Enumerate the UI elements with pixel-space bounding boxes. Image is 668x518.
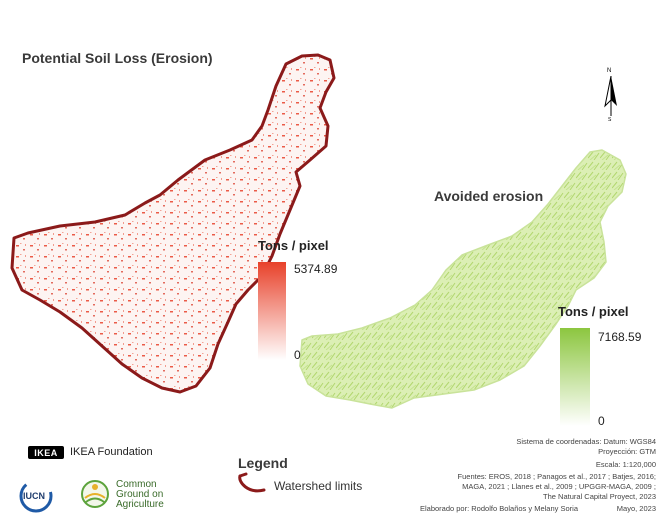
legend-item-label: Watershed limits (274, 479, 363, 493)
sources-line-1: Fuentes: EROS, 2018 ; Panagos et al., 20… (457, 472, 656, 481)
legend-title: Legend (238, 455, 288, 471)
cga-text: Common Ground on Agriculture (116, 480, 164, 510)
ikea-mark: IKEA (34, 447, 58, 458)
right-map-title: Avoided erosion (434, 188, 544, 204)
left-min-value: 0 (294, 348, 301, 362)
left-map-title: Potential Soil Loss (Erosion) (22, 50, 213, 66)
author-text: Elaborado por: Rodolfo Bolaños y Melany … (419, 504, 578, 513)
date-text: Mayo, 2023 (616, 504, 656, 513)
scale-label: Escala: (595, 460, 621, 469)
right-watershed (299, 149, 627, 409)
north-letter: N (607, 68, 612, 74)
cga-line1: Common (116, 479, 157, 490)
north-arrow-icon: N S (603, 68, 619, 126)
cga-line3: Agriculture (116, 499, 164, 510)
right-min-value: 0 (598, 414, 605, 428)
left-max-value: 5374.89 (294, 262, 338, 276)
right-unit-label: Tons / pixel (558, 304, 629, 319)
left-unit-label: Tons / pixel (258, 238, 329, 253)
projection-text: Proyección: GTM (598, 447, 656, 456)
cga-logo-icon (80, 476, 110, 512)
right-color-ramp (560, 328, 590, 426)
right-max-value: 7168.59 (598, 330, 642, 344)
iucn-logo: IUCN (18, 478, 54, 514)
cga-line2: Ground on (116, 489, 164, 500)
ikea-foundation-text: IKEA Foundation (70, 446, 153, 458)
sources-line-2: MAGA, 2021 ; Llanes et al., 2009 ; UPGGR… (462, 482, 656, 491)
ikea-logo: IKEA (28, 446, 64, 459)
south-letter: S (608, 117, 612, 123)
sources-line-3: The Natural Capital Proyect, 2023 (543, 492, 656, 501)
iucn-text: IUCN (23, 491, 45, 501)
crs-text: Sistema de coordenadas: Datum: WGS84 (516, 437, 656, 446)
legend-watershed-swatch (238, 474, 266, 493)
left-color-ramp (258, 262, 286, 360)
left-watershed (10, 53, 336, 394)
scale-text: Escala: 1:120,000 (596, 460, 656, 470)
scale-value: 1:120,000 (622, 460, 656, 469)
